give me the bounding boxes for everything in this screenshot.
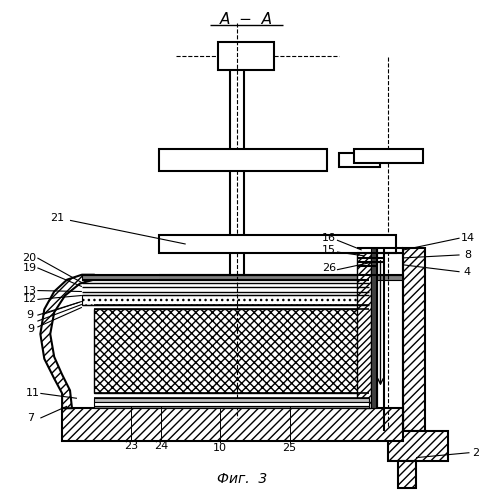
Text: 10: 10 <box>213 442 227 452</box>
Polygon shape <box>40 274 94 408</box>
Text: Фиг.  3: Фиг. 3 <box>217 472 267 486</box>
Text: 14: 14 <box>460 233 475 243</box>
Text: 15: 15 <box>322 245 336 255</box>
Polygon shape <box>94 310 369 394</box>
Text: 16: 16 <box>322 233 336 243</box>
Text: 12: 12 <box>22 294 36 304</box>
Text: 23: 23 <box>124 441 139 451</box>
Text: 25: 25 <box>282 442 297 452</box>
Text: 9: 9 <box>26 310 33 320</box>
Text: 24: 24 <box>154 441 168 451</box>
Text: 19: 19 <box>22 263 36 273</box>
Text: 2: 2 <box>472 448 479 458</box>
Bar <box>388 431 448 460</box>
Text: 8: 8 <box>464 250 471 260</box>
Text: 26: 26 <box>322 263 336 273</box>
Bar <box>159 149 327 171</box>
Polygon shape <box>94 402 369 406</box>
Polygon shape <box>357 248 371 408</box>
Bar <box>398 460 416 488</box>
Text: 11: 11 <box>26 388 39 398</box>
Bar <box>62 408 403 441</box>
Polygon shape <box>82 296 369 306</box>
Text: 4: 4 <box>464 267 471 277</box>
Polygon shape <box>82 274 403 280</box>
Polygon shape <box>94 406 369 408</box>
Text: 9: 9 <box>27 324 34 334</box>
Text: 21: 21 <box>50 214 64 224</box>
Bar <box>159 235 396 253</box>
Bar <box>354 149 423 163</box>
Bar <box>339 153 381 167</box>
Polygon shape <box>94 398 369 402</box>
Bar <box>218 42 274 70</box>
Text: 7: 7 <box>27 413 34 423</box>
Text: 13: 13 <box>23 286 36 296</box>
Text: A  −  A: A − A <box>219 12 273 27</box>
Bar <box>403 248 425 431</box>
Text: 20: 20 <box>22 253 36 263</box>
Polygon shape <box>371 248 377 408</box>
